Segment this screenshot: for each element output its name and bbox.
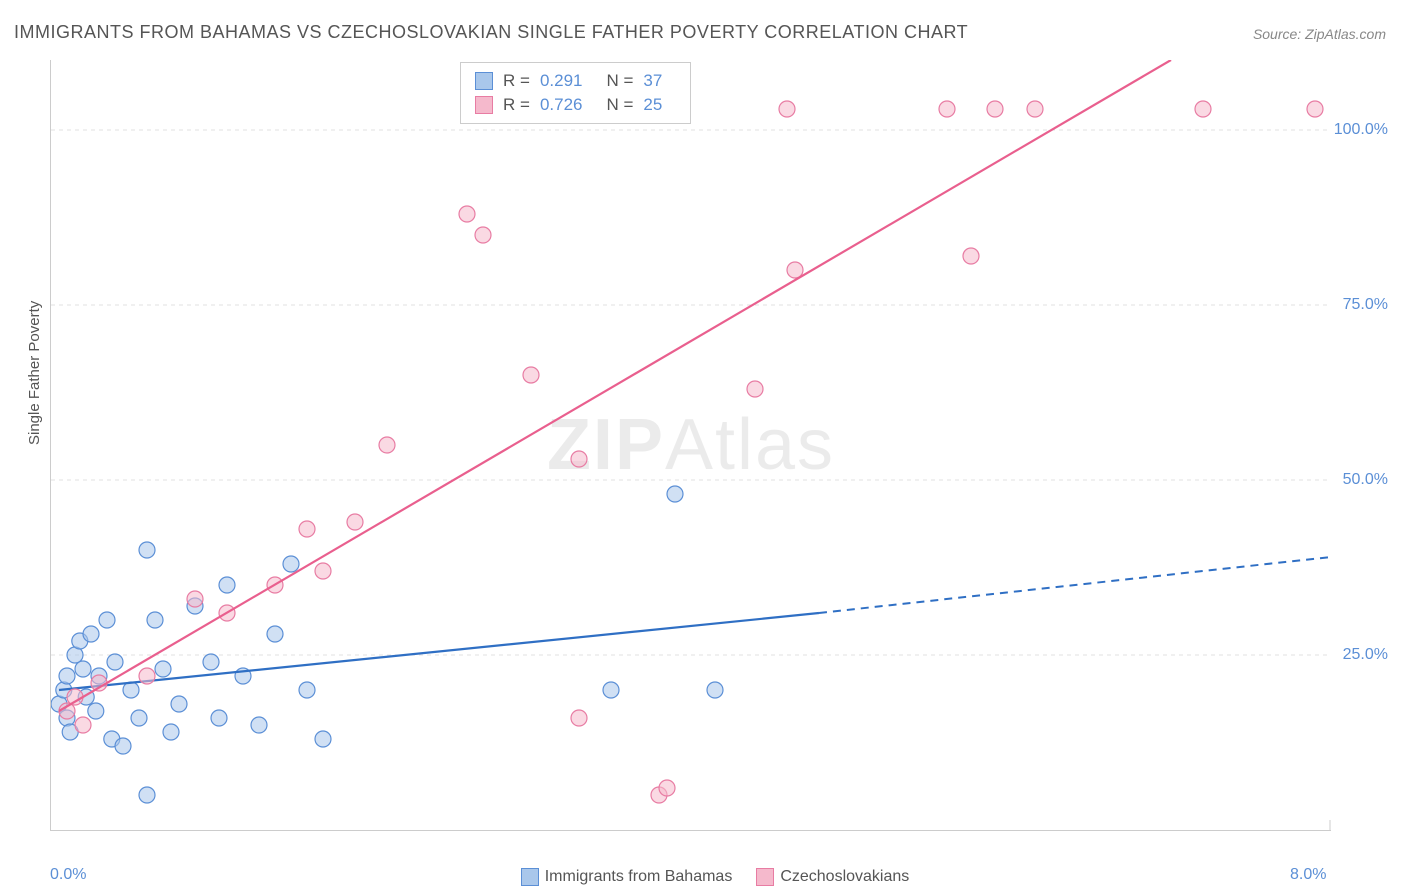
stats-row: R =0.291N =37 <box>475 69 676 93</box>
legend-swatch <box>475 72 493 90</box>
y-tick-label: 25.0% <box>1343 646 1388 664</box>
y-tick-label: 100.0% <box>1334 121 1388 139</box>
legend-swatch <box>475 96 493 114</box>
stats-row: R =0.726N =25 <box>475 93 676 117</box>
stats-legend-box: R =0.291N =37R =0.726N =25 <box>460 62 691 124</box>
y-tick-label: 75.0% <box>1343 296 1388 314</box>
x-tick-label: 0.0% <box>50 866 86 884</box>
plot-area: ZIPAtlas <box>50 60 1331 831</box>
y-axis-label: Single Father Poverty <box>26 301 43 445</box>
chart-title: IMMIGRANTS FROM BAHAMAS VS CZECHOSLOVAKI… <box>14 22 968 43</box>
legend-swatch <box>521 868 539 886</box>
legend-swatch <box>756 868 774 886</box>
y-tick-label: 50.0% <box>1343 471 1388 489</box>
bottom-legend: Immigrants from Bahamas Czechoslovakians <box>0 868 1406 886</box>
source-label: Source: ZipAtlas.com <box>1253 26 1386 42</box>
x-tick-label: 8.0% <box>1290 866 1326 884</box>
legend-label: Czechoslovakians <box>780 868 909 885</box>
chart-svg <box>51 60 1331 830</box>
legend-label: Immigrants from Bahamas <box>545 868 733 885</box>
